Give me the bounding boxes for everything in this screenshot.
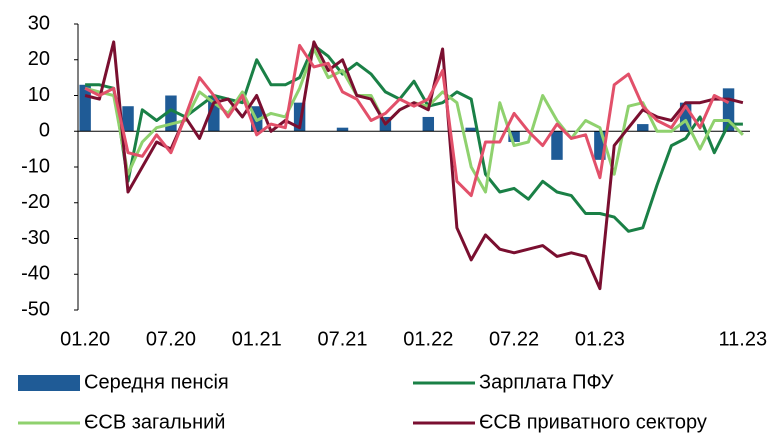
bar <box>208 95 220 132</box>
legend-label: Середня пенсія <box>84 371 229 393</box>
y-tick-label: 30 <box>28 12 50 34</box>
y-tick-label: 0 <box>39 120 50 142</box>
legend-label: ЄСВ загальний <box>84 411 225 433</box>
y-tick-label: -40 <box>21 263 50 285</box>
bar <box>165 95 177 132</box>
bar <box>79 84 91 132</box>
x-tick-label: 01.23 <box>575 328 625 350</box>
bar <box>722 88 735 132</box>
x-tick-label: 01.21 <box>232 328 282 350</box>
y-tick-label: 20 <box>28 48 50 70</box>
y-tick-label: -50 <box>21 298 50 320</box>
legend-label: Зарплата ПФУ <box>479 371 614 393</box>
line <box>84 43 730 198</box>
y-tick-label: 10 <box>28 84 50 106</box>
bar <box>422 116 435 132</box>
x-tick-label: 07.22 <box>489 328 539 350</box>
legend-swatch <box>18 375 80 391</box>
y-tick-label: -10 <box>21 155 50 177</box>
x-tick-label: 01.22 <box>403 328 453 350</box>
y-tick-label: -20 <box>21 191 50 213</box>
x-tick-label: 01.20 <box>60 328 110 350</box>
bar <box>465 127 477 132</box>
x-tick-label: 07.21 <box>317 328 367 350</box>
bar <box>679 102 692 132</box>
bar <box>122 106 134 132</box>
bar <box>551 131 563 160</box>
bar <box>293 102 306 132</box>
bar <box>594 131 606 160</box>
bar <box>637 124 649 132</box>
x-tick-label: 11.23 <box>719 328 768 350</box>
line <box>85 43 743 233</box>
legend-label: ЄСВ приватного сектору <box>479 411 707 433</box>
y-tick-label: -30 <box>21 227 50 249</box>
line <box>84 40 744 291</box>
bar <box>336 127 349 132</box>
x-tick-label: 07.20 <box>146 328 196 350</box>
bar <box>508 131 520 142</box>
